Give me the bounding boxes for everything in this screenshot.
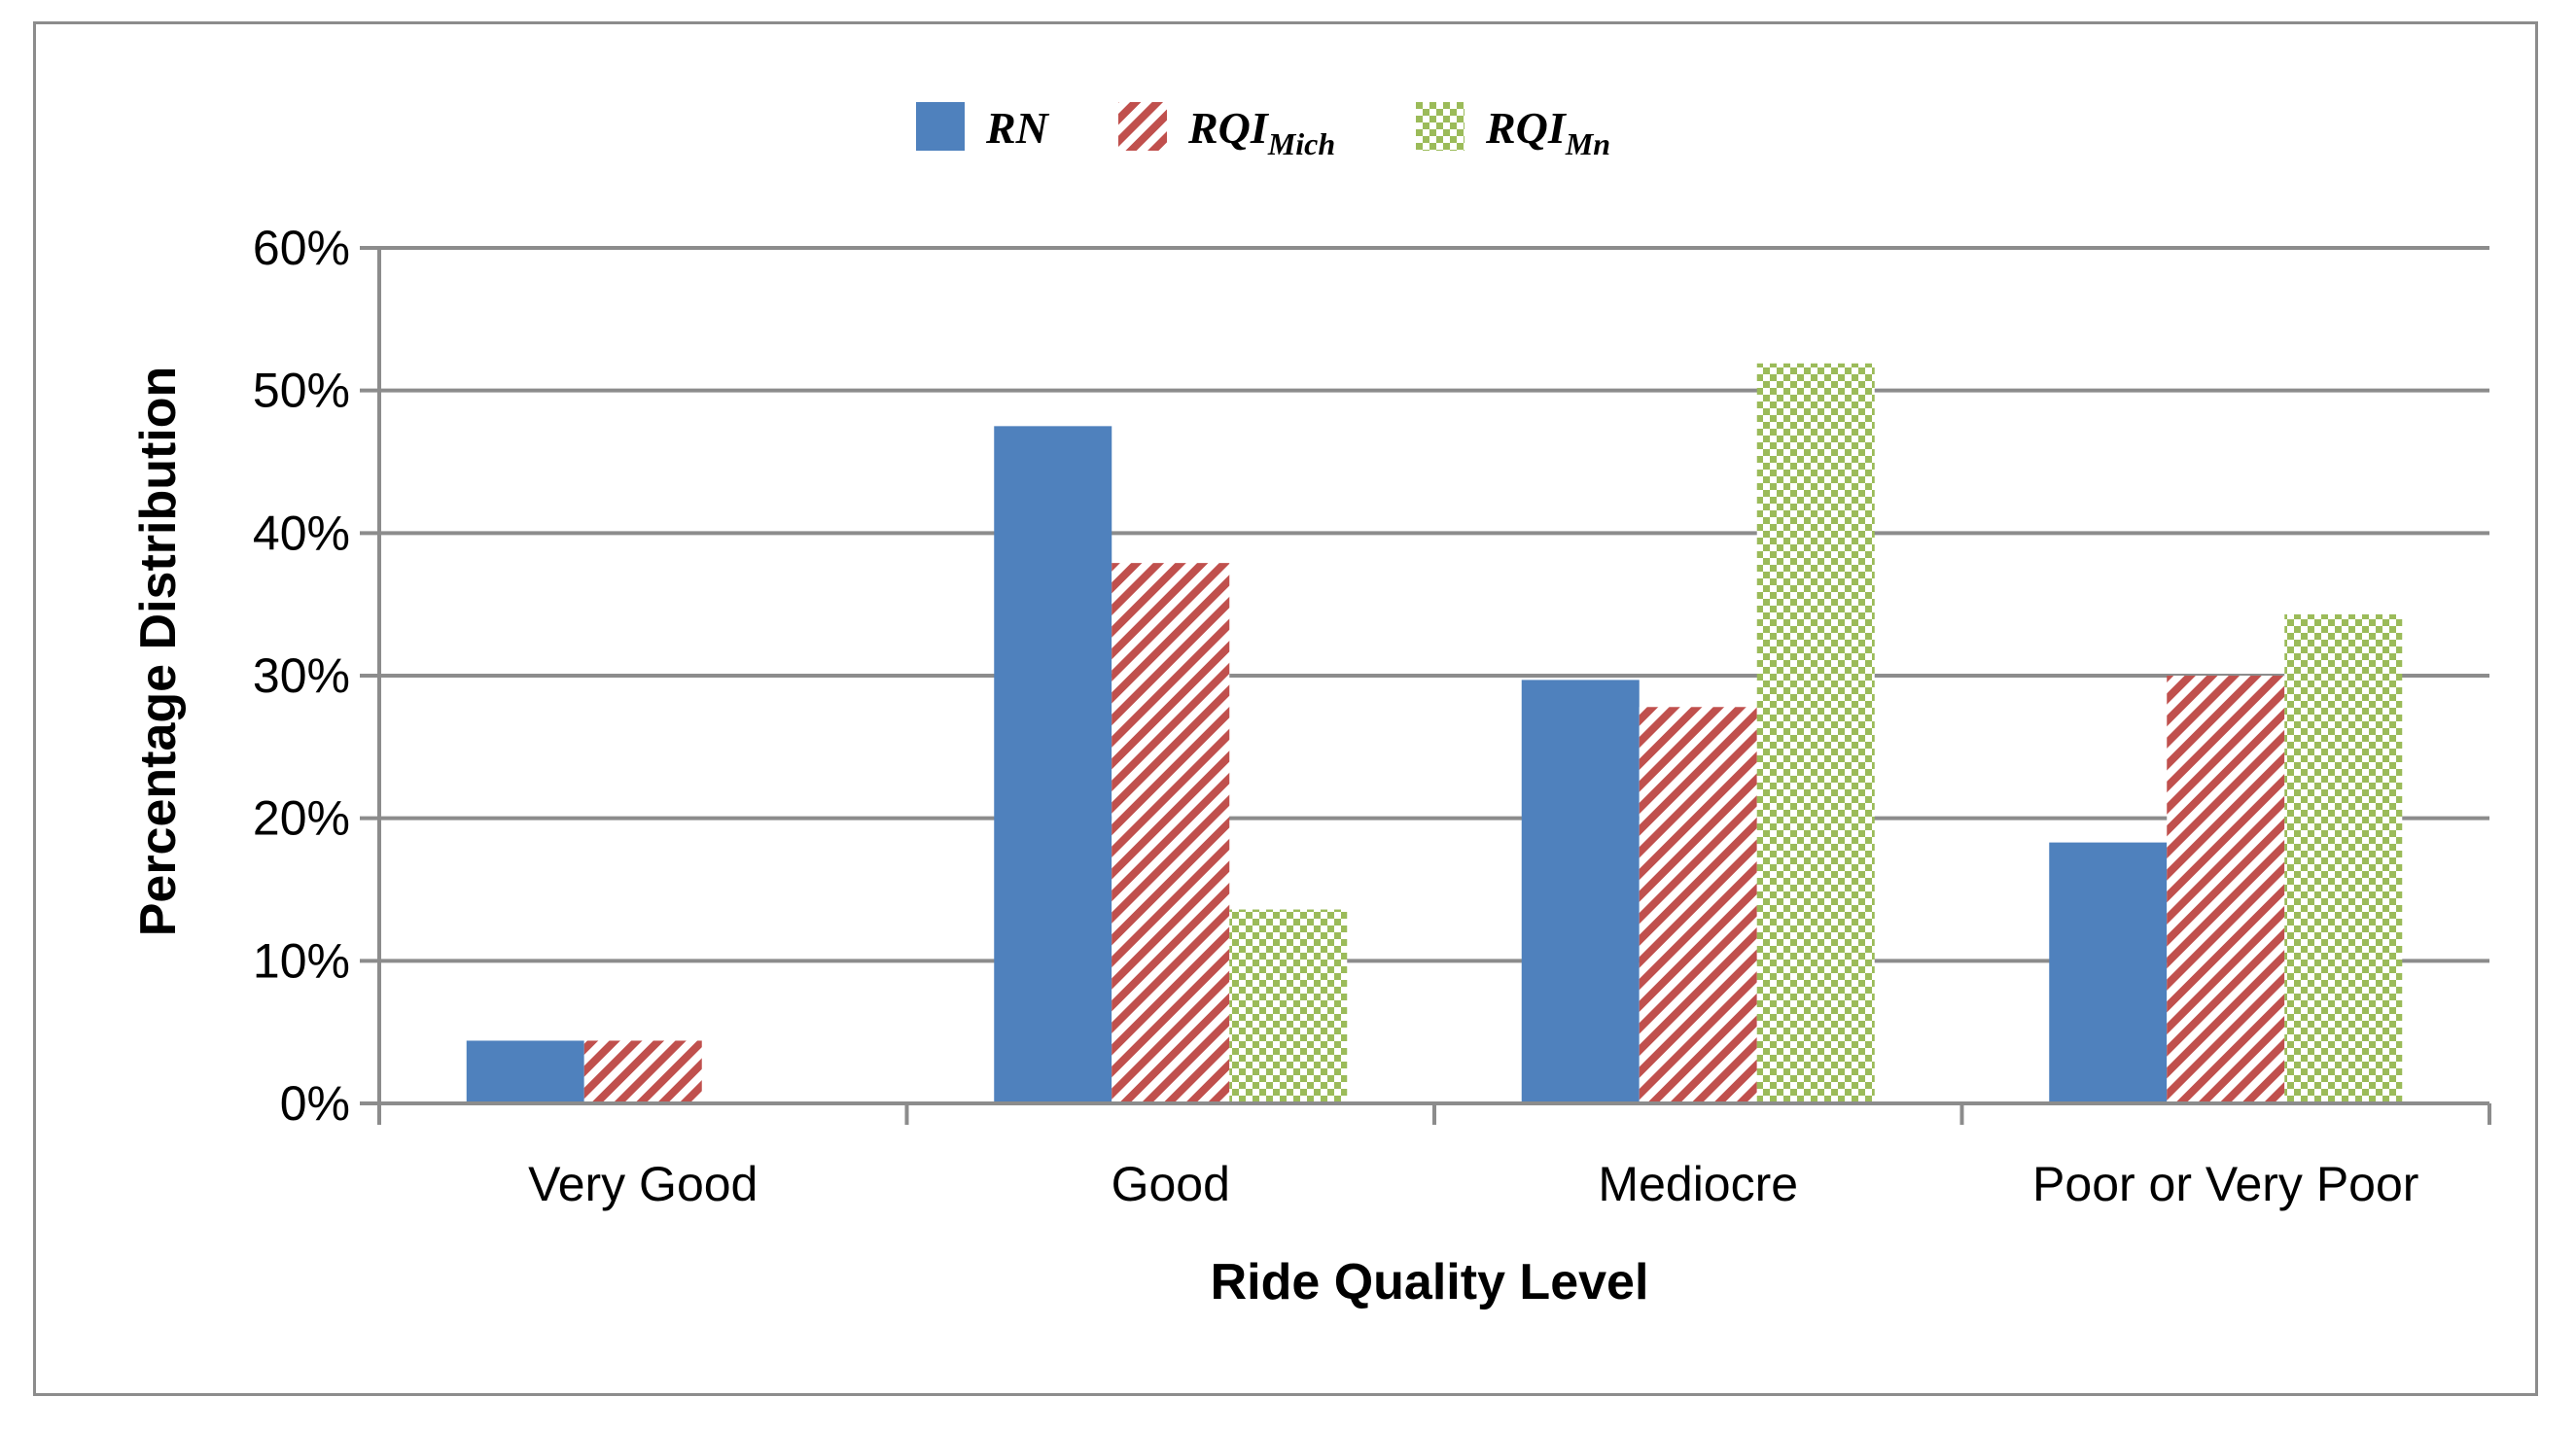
y-tick-label: 50% [253, 364, 350, 418]
bar-RQI_Mn-poor-or-very-poor [2284, 613, 2403, 1103]
legend: RN RQIMich RQIMn [916, 102, 1610, 161]
bar-RQI_Mn-good [1229, 909, 1348, 1103]
y-axis: 0% 10% 20% 30% 40% 50% 60% [253, 221, 350, 1131]
bars [466, 363, 2403, 1103]
legend-item-RN: RN [916, 102, 1050, 153]
legend-swatch [1416, 102, 1464, 151]
x-tick-label: Good [1112, 1157, 1230, 1211]
x-axis-title: Ride Quality Level [1211, 1254, 1649, 1310]
x-tick-label: Poor or Very Poor [2032, 1157, 2418, 1211]
y-tick-label: 30% [253, 648, 350, 703]
y-tick-label: 0% [280, 1076, 350, 1131]
legend-label: RQIMich [1187, 103, 1335, 161]
bar-RN-very-good [466, 1040, 584, 1103]
y-tick-label: 40% [253, 506, 350, 560]
bar-RN-good [994, 426, 1112, 1103]
bar-RQI_Mich-good [1112, 563, 1230, 1103]
x-tick-label: Very Good [528, 1157, 758, 1211]
bar-RQI_Mich-very-good [583, 1040, 702, 1103]
legend-item-RQI_Mn: RQIMn [1416, 102, 1610, 161]
bar-RN-poor-or-very-poor [2049, 842, 2168, 1103]
legend-item-RQI_Mich: RQIMich [1118, 102, 1335, 161]
bar-RQI_Mich-mediocre [1639, 707, 1757, 1103]
x-tick-label: Mediocre [1598, 1157, 1798, 1211]
y-tick-label: 60% [253, 221, 350, 275]
chart-frame [33, 21, 2538, 1396]
legend-swatch [916, 102, 965, 151]
bar-RQI_Mn-mediocre [1756, 363, 1875, 1103]
x-axis [377, 248, 2491, 1125]
y-tick-label: 20% [253, 791, 350, 846]
y-axis-title: Percentage Distribution [130, 367, 187, 937]
legend-label: RN [985, 103, 1050, 153]
y-tick-label: 10% [253, 933, 350, 988]
bar-RN-mediocre [1521, 680, 1640, 1103]
legend-label: RQIMn [1485, 103, 1610, 161]
legend-swatch [1118, 102, 1167, 151]
x-tick-labels: Very Good Good Mediocre Poor or Very Poor [528, 1157, 2418, 1211]
bar-RQI_Mich-poor-or-very-poor [2167, 676, 2285, 1103]
